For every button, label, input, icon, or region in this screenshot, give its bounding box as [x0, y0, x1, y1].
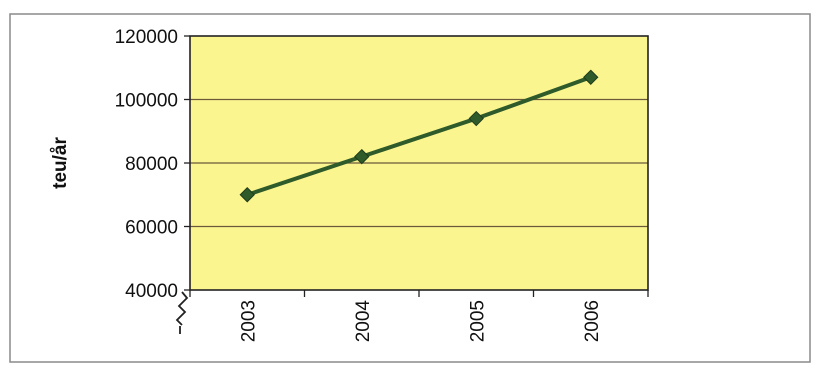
axes — [175, 35, 649, 334]
y-tick-label-100000: 100000 — [115, 91, 178, 112]
x-tick-label-2004: 2004 — [353, 300, 374, 343]
x-tick-label-2003: 2003 — [238, 300, 259, 342]
y-axis-break — [175, 291, 189, 326]
chart-frame — [9, 13, 811, 363]
y-tick-label-120000: 120000 — [115, 27, 178, 48]
y-tick-labels: 40000 60000 80000 100000 120000 — [115, 27, 178, 302]
data-point-2005 — [468, 110, 484, 127]
series-markers — [239, 69, 599, 203]
x-tick-labels: 2003 2004 2005 2006 — [238, 300, 603, 343]
y-tick-label-80000: 80000 — [125, 154, 178, 175]
y-axis-label: teu/år — [50, 137, 71, 189]
x-tick-label-2005: 2005 — [467, 300, 488, 342]
series-line-0 — [246, 75, 592, 197]
x-tick-label-2006: 2006 — [582, 300, 603, 342]
y-tick-label-60000: 60000 — [125, 218, 178, 239]
series-line — [246, 75, 592, 197]
gridlines — [190, 98, 648, 228]
data-point-2004 — [354, 148, 370, 165]
y-tick-label-40000: 40000 — [125, 281, 178, 302]
data-point-2003 — [239, 187, 255, 203]
data-point-2006 — [583, 69, 599, 85]
